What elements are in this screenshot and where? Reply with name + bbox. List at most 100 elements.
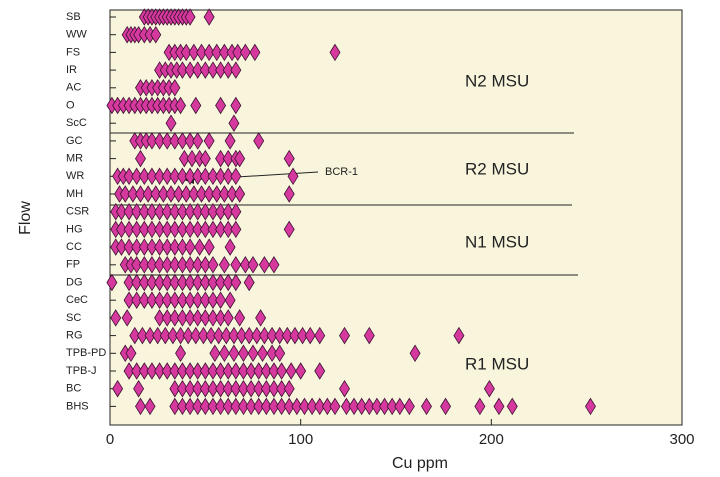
- y-tick-label: TPB-PD: [66, 347, 106, 359]
- data-point: [138, 238, 150, 256]
- y-tick-label: MH: [66, 188, 83, 200]
- data-point: [274, 344, 286, 363]
- data-point: [196, 185, 207, 203]
- data-point: [276, 397, 288, 416]
- data-point: [188, 43, 200, 62]
- data-point: [237, 362, 249, 380]
- data-point: [127, 185, 139, 203]
- y-tick-label: AC: [66, 82, 81, 94]
- data-point: [131, 256, 143, 274]
- data-point: [115, 220, 127, 239]
- data-point: [224, 132, 236, 150]
- data-point: [192, 379, 204, 398]
- data-point: [203, 238, 215, 256]
- data-point: [175, 344, 187, 363]
- data-point: [222, 273, 234, 292]
- data-point: [224, 291, 236, 309]
- data-point: [245, 397, 257, 416]
- data-point: [176, 238, 188, 256]
- data-point: [106, 273, 118, 292]
- data-point: [192, 291, 204, 309]
- y-tick-label: TPB-J: [66, 365, 97, 377]
- data-point: [295, 362, 307, 380]
- data-point: [184, 273, 196, 292]
- data-point: [287, 167, 299, 186]
- data-point: [243, 326, 255, 345]
- data-point: [146, 238, 158, 256]
- data-point: [184, 309, 196, 327]
- data-point: [199, 149, 211, 168]
- annotation: N2 MSU: [465, 71, 529, 90]
- annotation: R1 MSU: [465, 354, 529, 373]
- data-point: [157, 185, 169, 203]
- data-point: [207, 202, 219, 221]
- data-point: [213, 326, 225, 345]
- data-point: [154, 167, 166, 186]
- data-point: [131, 238, 143, 256]
- data-point: [182, 326, 194, 345]
- data-point: [215, 96, 227, 115]
- data-point: [403, 397, 415, 416]
- data-point: [161, 202, 173, 221]
- data-point: [199, 167, 211, 186]
- data-point: [379, 397, 391, 416]
- data-point: [169, 238, 181, 256]
- data-point: [239, 256, 251, 274]
- data-point: [220, 326, 232, 345]
- data-point: [299, 397, 310, 416]
- data-point: [215, 167, 227, 186]
- data-point: [356, 397, 368, 416]
- data-point: [215, 397, 227, 416]
- data-point: [176, 362, 188, 380]
- data-point: [161, 362, 173, 380]
- data-point: [115, 202, 127, 221]
- data-point: [207, 256, 219, 274]
- data-point: [453, 326, 465, 345]
- data-point: [176, 273, 188, 292]
- data-point: [138, 256, 150, 274]
- data-point: [131, 167, 143, 186]
- x-tick-label: 0: [106, 431, 114, 448]
- data-point: [146, 291, 158, 309]
- y-tick-label: MR: [66, 153, 83, 165]
- data-point: [167, 326, 179, 345]
- data-point: [161, 273, 173, 292]
- data-point: [228, 114, 240, 132]
- y-tick-label: ScC: [66, 117, 87, 129]
- data-point: [493, 397, 505, 416]
- data-point: [230, 379, 242, 398]
- data-point: [237, 379, 249, 398]
- data-point: [184, 397, 196, 416]
- data-point: [131, 220, 143, 239]
- data-point: [218, 256, 230, 274]
- data-point: [146, 362, 158, 380]
- data-point: [169, 202, 181, 221]
- data-point: [154, 273, 166, 292]
- annotation: BCR-1: [325, 166, 358, 178]
- data-point: [209, 344, 221, 363]
- data-point: [169, 397, 181, 416]
- data-point: [283, 149, 295, 168]
- data-point: [251, 326, 263, 345]
- data-point: [253, 132, 265, 150]
- data-point: [314, 362, 326, 380]
- y-tick-label: FS: [66, 46, 80, 58]
- data-point: [169, 220, 181, 239]
- data-point: [159, 326, 171, 345]
- data-point: [176, 397, 188, 416]
- data-point: [184, 379, 196, 398]
- data-point: [184, 8, 196, 26]
- data-point: [161, 220, 173, 239]
- data-point: [218, 43, 230, 62]
- data-point: [131, 362, 143, 380]
- data-point: [192, 132, 204, 150]
- data-point: [245, 379, 257, 398]
- data-point: [207, 397, 219, 416]
- data-point: [176, 291, 188, 309]
- data-point: [394, 397, 406, 416]
- data-point: [135, 185, 146, 203]
- data-point: [192, 309, 204, 327]
- data-point: [169, 167, 181, 186]
- data-point: [222, 220, 234, 239]
- data-point: [289, 326, 301, 345]
